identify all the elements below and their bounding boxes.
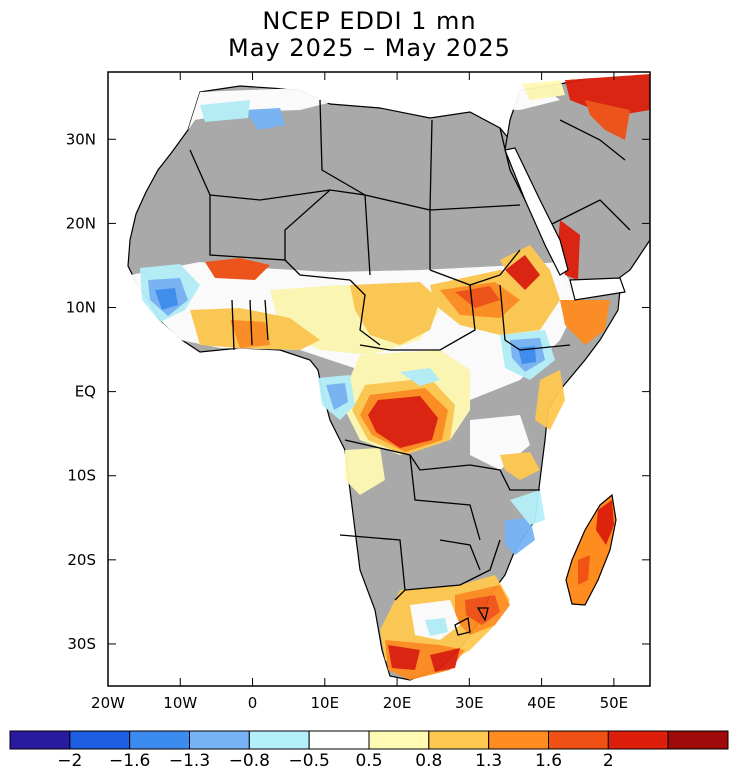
x-tick-label: 20E <box>383 694 412 712</box>
y-tick-label: EQ <box>75 383 96 401</box>
y-tick-label: 10S <box>67 467 96 485</box>
colorbar: −2 −1.6 −1.3 −0.8 −0.5 0.5 0.8 1.3 1.6 2 <box>9 730 729 771</box>
colorbar-swatch <box>69 730 131 750</box>
colorbar-label: 1.3 <box>475 751 502 771</box>
y-axis: 30N 20N 10N EQ 10S 20S 30S <box>66 130 650 653</box>
x-tick-label: 10W <box>163 694 197 712</box>
y-tick-label: 10N <box>66 299 96 317</box>
colorbar-swatch <box>9 730 71 750</box>
colorbar-swatch <box>548 730 609 750</box>
colorbar-swatch <box>428 730 490 750</box>
y-tick-label: 30N <box>66 130 96 148</box>
colorbar-swatch <box>248 730 310 750</box>
colorbar-swatch <box>368 730 430 750</box>
eddi-anomaly-shading <box>130 74 650 680</box>
y-tick-label: 30S <box>67 635 96 653</box>
colorbar-swatch <box>488 730 549 750</box>
colorbar-swatch <box>308 730 370 750</box>
mediterranean-sea <box>108 72 650 100</box>
map-frame <box>107 71 651 687</box>
colorbar-label: −0.8 <box>229 751 270 771</box>
x-tick-label: 10E <box>311 694 340 712</box>
colorbar-swatch <box>189 730 250 750</box>
colorbar-label: 2 <box>603 751 614 771</box>
y-tick-label: 20N <box>66 214 96 232</box>
x-axis: 20W 10W 0 10E 20E 30E 40E 50E <box>91 72 628 712</box>
colorbar-label: −2 <box>57 751 82 771</box>
colorbar-label: 0.8 <box>415 751 442 771</box>
colorbar-label: 1.6 <box>535 751 562 771</box>
colorbar-swatch <box>667 730 729 750</box>
red-sea <box>504 147 569 276</box>
map-title: NCEP EDDI 1 mn <box>262 7 477 35</box>
colorbar-label: 0.5 <box>355 751 382 771</box>
x-tick-label: 0 <box>248 694 258 712</box>
colorbar-swatch <box>607 730 669 750</box>
country-borders <box>189 99 631 636</box>
x-tick-label: 50E <box>600 694 629 712</box>
colorbar-label: −1.6 <box>109 751 150 771</box>
x-tick-label: 40E <box>527 694 556 712</box>
colorbar-label: −0.5 <box>289 751 330 771</box>
y-tick-label: 20S <box>67 551 96 569</box>
colorbar-label: −1.3 <box>169 751 210 771</box>
map-layer <box>108 72 650 681</box>
x-tick-label: 20W <box>91 694 125 712</box>
gulf-of-aden <box>569 277 626 301</box>
x-tick-label: 30E <box>455 694 484 712</box>
colorbar-swatch <box>129 730 191 750</box>
map-subtitle: May 2025 – May 2025 <box>228 34 511 62</box>
